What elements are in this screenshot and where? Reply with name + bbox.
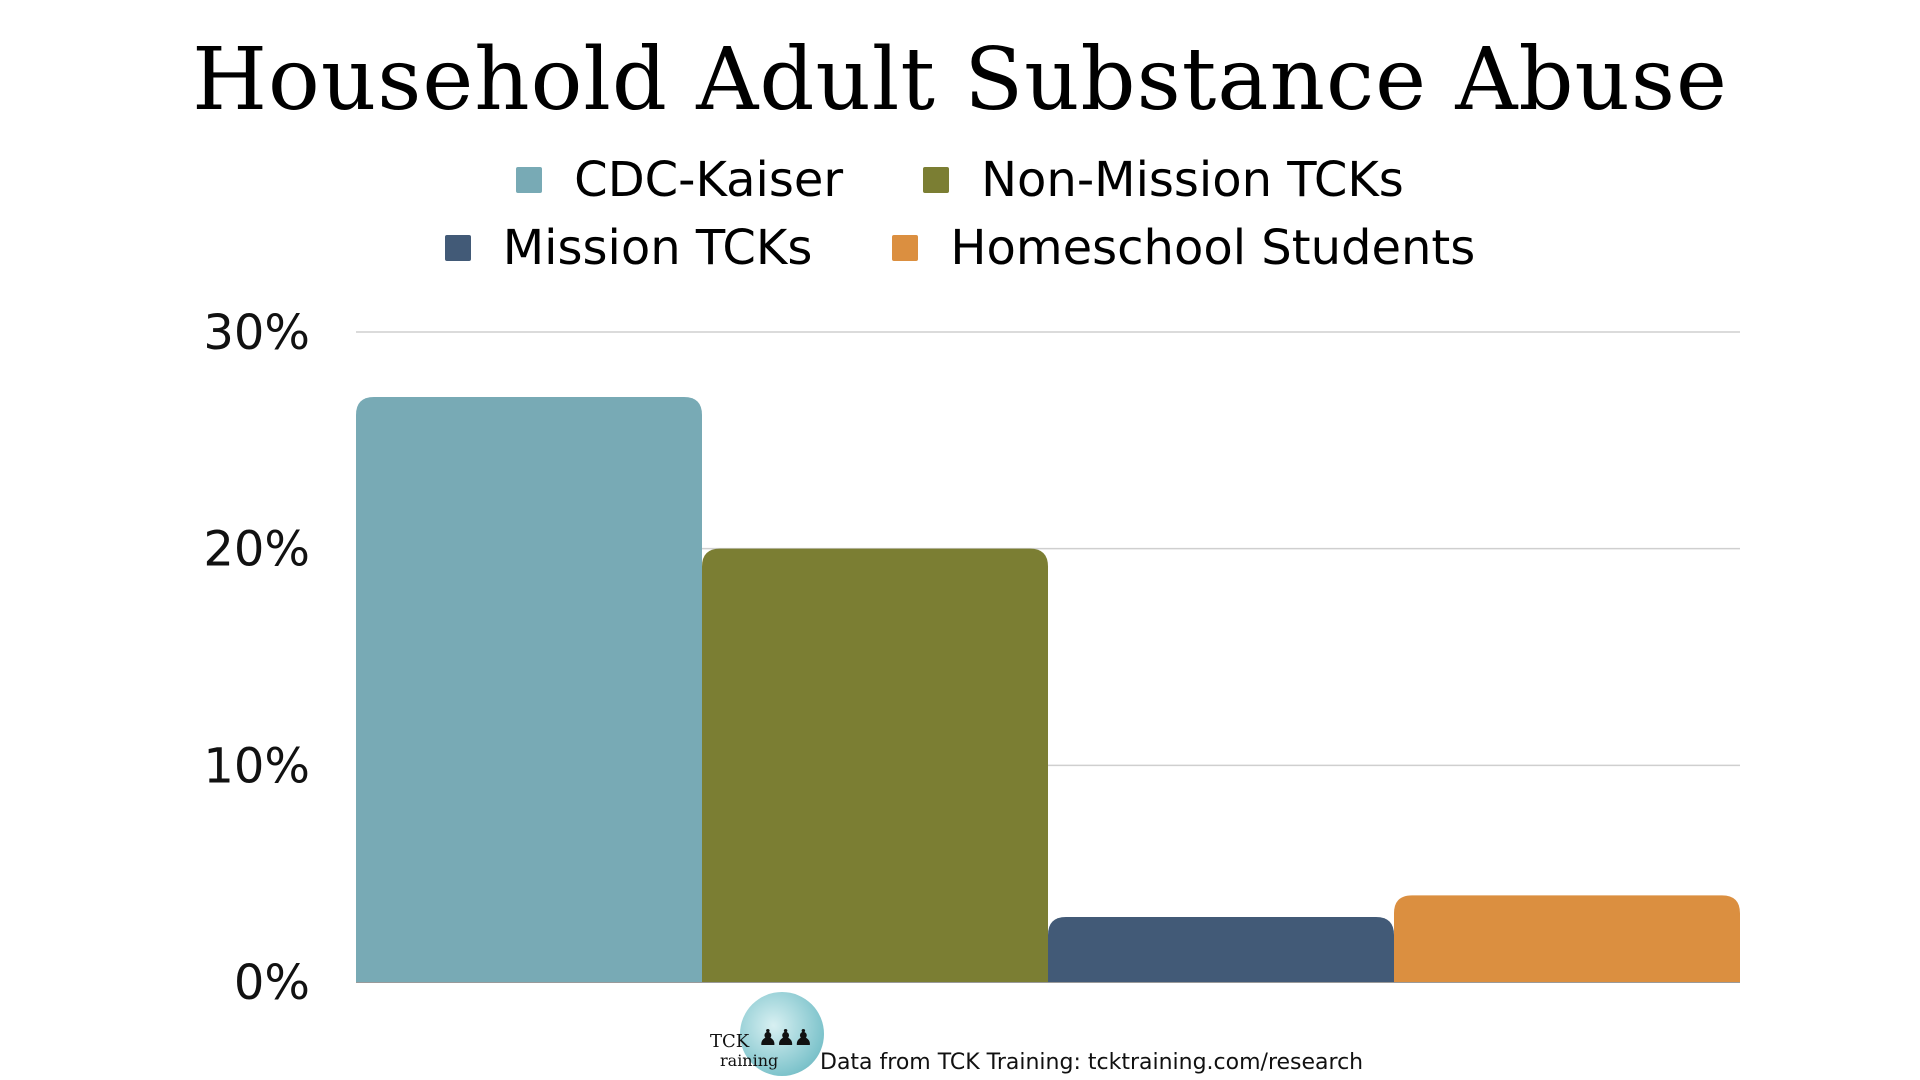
bar-mission-tcks bbox=[1048, 917, 1394, 982]
legend-label: Mission TCKs bbox=[502, 220, 813, 276]
legend-label: CDC-Kaiser bbox=[574, 152, 844, 208]
tck-training-logo: ♟♟♟ TCK raining bbox=[710, 990, 840, 1080]
y-tick-label: 0% bbox=[234, 955, 310, 1011]
legend-swatch bbox=[516, 167, 543, 193]
legend-swatch bbox=[923, 167, 950, 193]
logo-text-top: TCK bbox=[710, 1031, 750, 1052]
legend-swatch bbox=[444, 235, 471, 261]
legend-item-non-mission-tcks: Non-Mission TCKs bbox=[923, 148, 1404, 212]
legend-row: Mission TCKs Homeschool Students bbox=[0, 216, 1920, 280]
y-tick-label: 20% bbox=[203, 522, 310, 578]
y-tick-label: 30% bbox=[203, 305, 310, 361]
legend-label: Non-Mission TCKs bbox=[981, 152, 1404, 208]
family-figures-icon: ♟♟♟ bbox=[758, 1026, 813, 1051]
legend-label: Homeschool Students bbox=[950, 220, 1476, 276]
source-note: Data from TCK Training: tcktraining.com/… bbox=[820, 1050, 1364, 1075]
legend-swatch bbox=[892, 235, 919, 261]
legend-row: CDC-Kaiser Non-Mission TCKs bbox=[0, 148, 1920, 212]
chart-title: Household Adult Substance Abuse bbox=[192, 30, 1728, 130]
logo-circle bbox=[740, 992, 824, 1076]
bar-non-mission-tcks bbox=[702, 548, 1048, 982]
y-tick-label: 10% bbox=[203, 738, 310, 794]
legend-item-homeschool-students: Homeschool Students bbox=[892, 216, 1475, 280]
legend-item-mission-tcks: Mission TCKs bbox=[444, 216, 813, 280]
bar-homeschool-students bbox=[1394, 895, 1740, 982]
bar-cdc-kaiser bbox=[356, 397, 702, 982]
logo-text-bottom: raining bbox=[720, 1051, 779, 1070]
legend-item-cdc-kaiser: CDC-Kaiser bbox=[516, 148, 843, 212]
